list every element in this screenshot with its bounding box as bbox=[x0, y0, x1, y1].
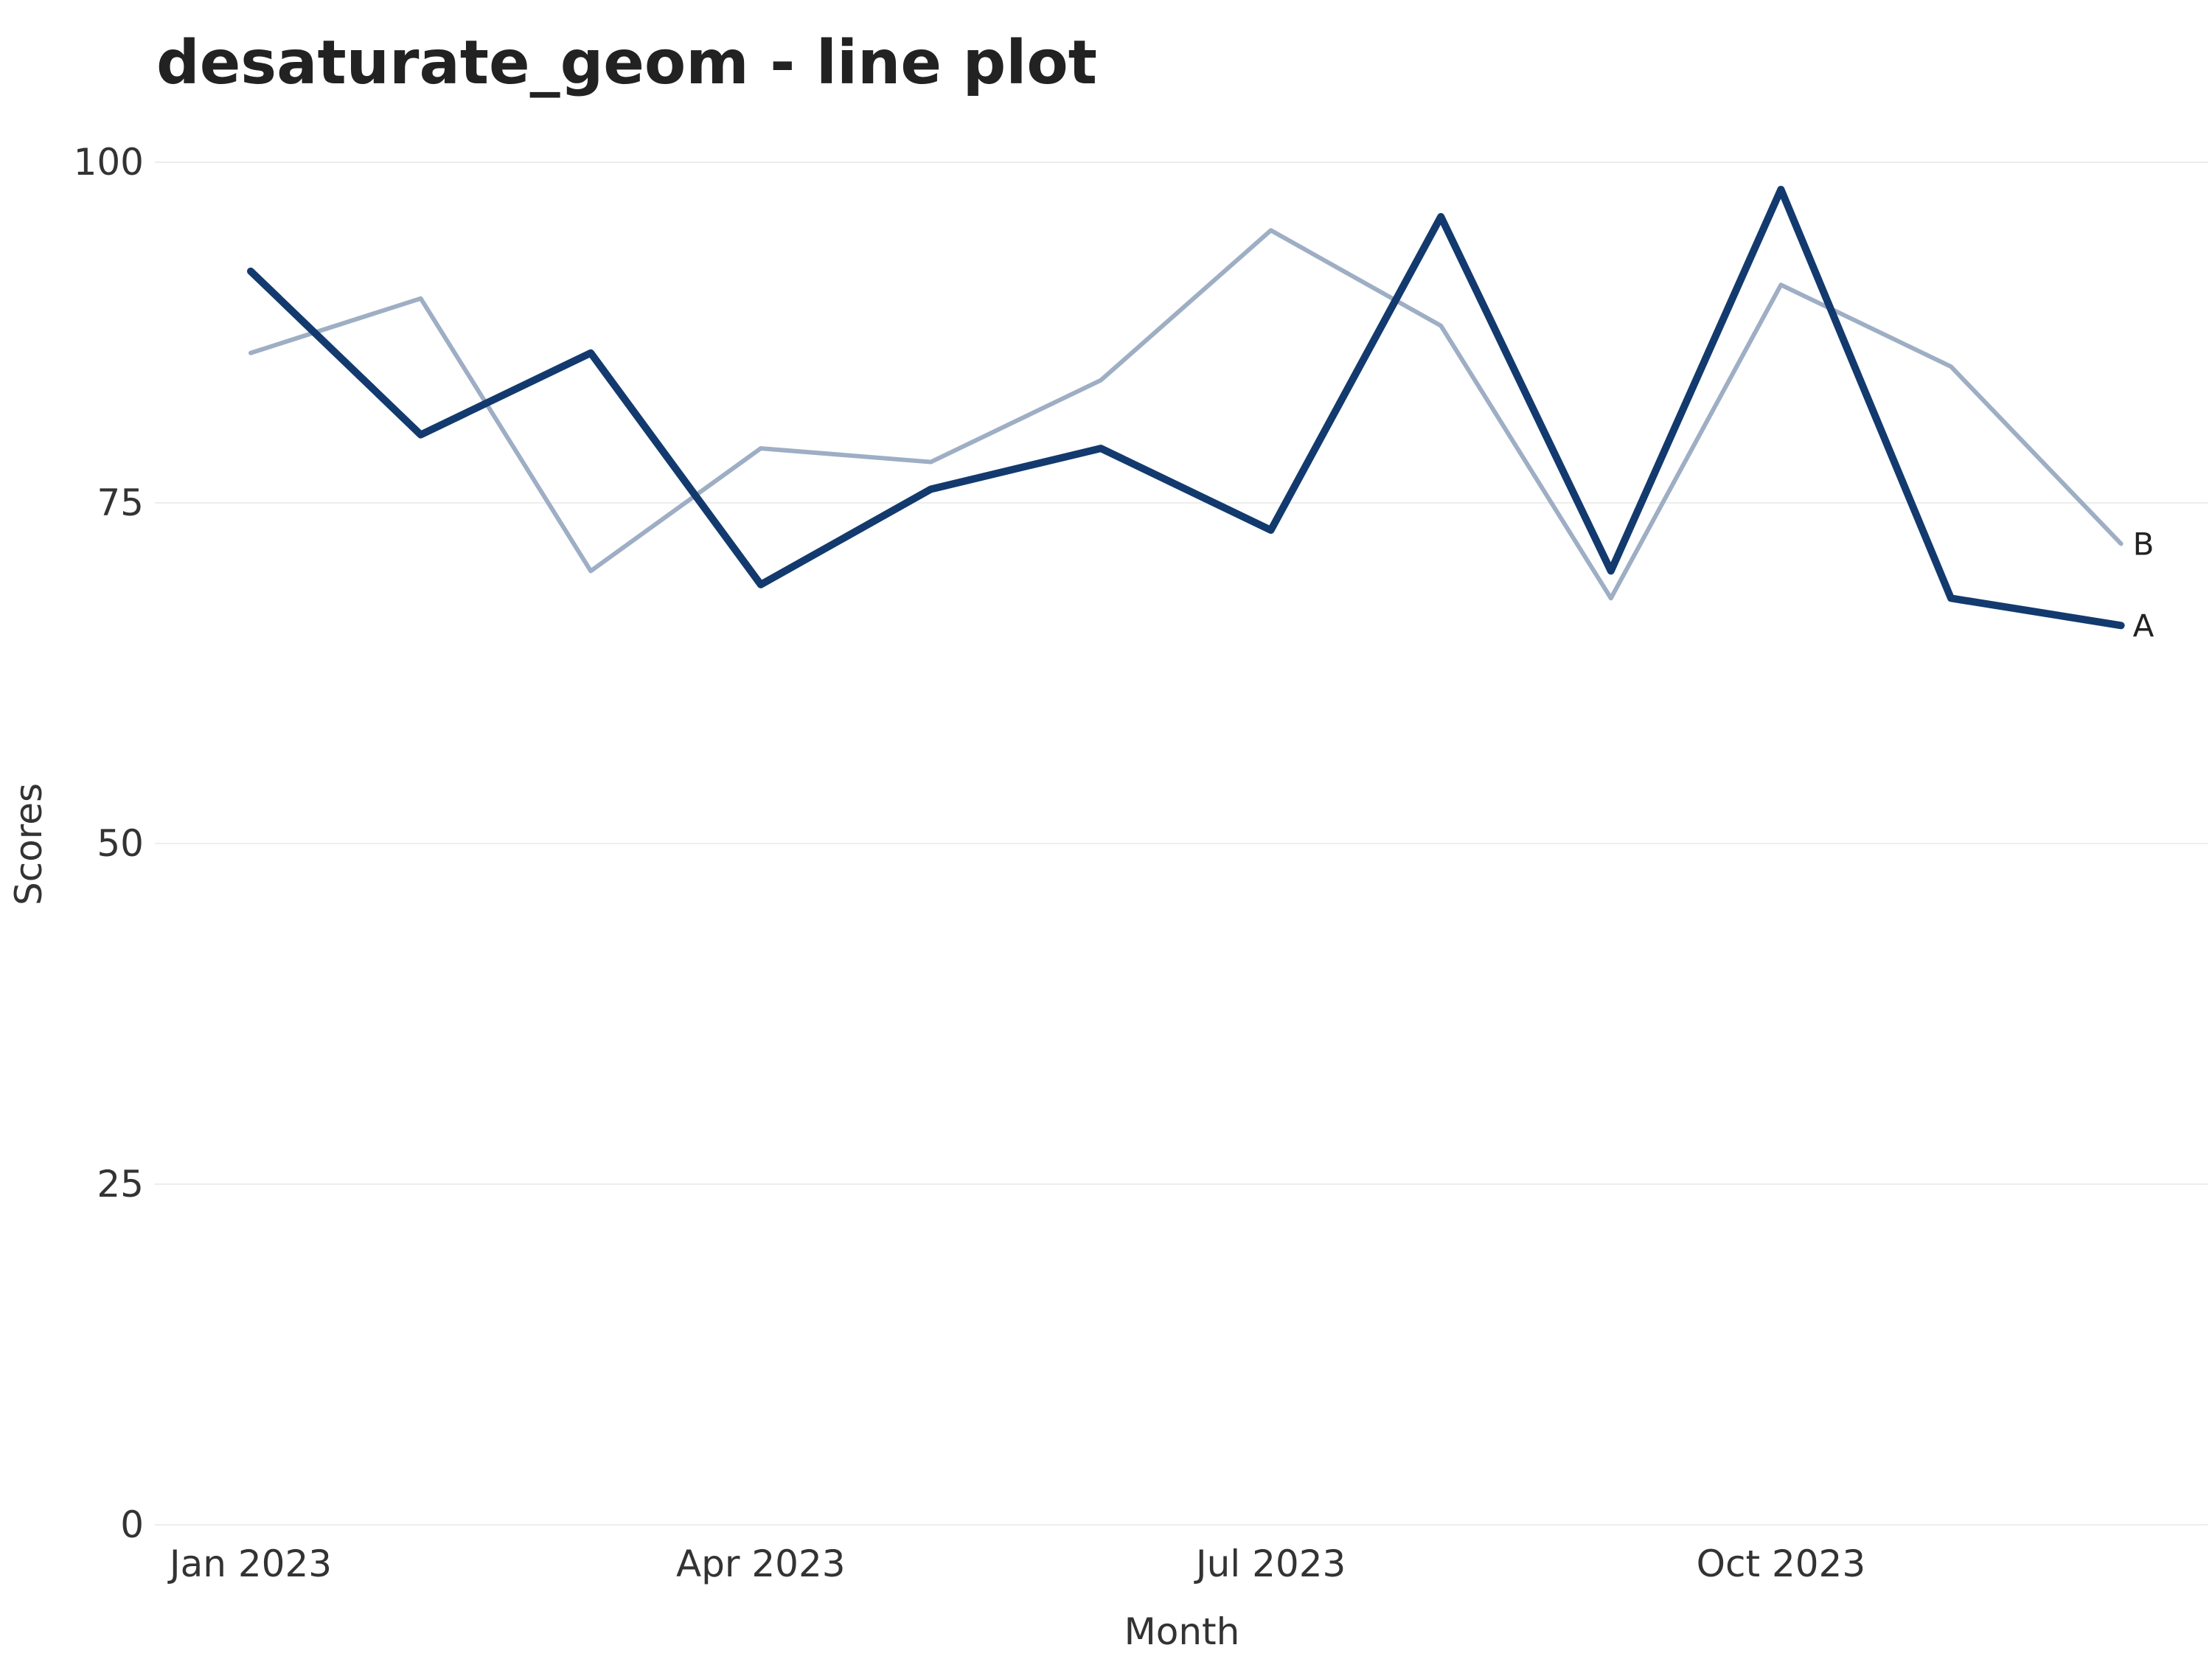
series-label-a: A bbox=[2133, 608, 2154, 644]
chart-title: desaturate_geom - line plot bbox=[156, 28, 1097, 98]
series-end-labels: BA bbox=[2133, 526, 2154, 644]
y-tick-label: 0 bbox=[120, 1503, 144, 1546]
y-tick-label: 25 bbox=[97, 1163, 144, 1206]
y-tick-label: 100 bbox=[74, 141, 144, 184]
x-tick-label: Jan 2023 bbox=[167, 1543, 332, 1585]
y-tick-label: 50 bbox=[97, 822, 144, 865]
series-line-a bbox=[247, 185, 2125, 630]
series-lines bbox=[247, 185, 2125, 630]
x-tick-label: Oct 2023 bbox=[1697, 1543, 1866, 1585]
y-tick-label: 75 bbox=[97, 481, 144, 524]
series-line-b bbox=[248, 228, 2124, 601]
series-label-b: B bbox=[2133, 526, 2154, 562]
x-tick-label: Jul 2023 bbox=[1194, 1543, 1346, 1585]
x-tick-label: Apr 2023 bbox=[676, 1543, 846, 1585]
x-axis-label: Month bbox=[1124, 1610, 1240, 1653]
y-axis-ticks: 0 25 50 75 100 bbox=[74, 141, 144, 1546]
x-axis-ticks: Jan 2023 Apr 2023 Jul 2023 Oct 2023 bbox=[167, 1543, 1865, 1585]
y-axis-label: Scores bbox=[7, 783, 50, 905]
gridlines bbox=[155, 161, 2208, 1526]
